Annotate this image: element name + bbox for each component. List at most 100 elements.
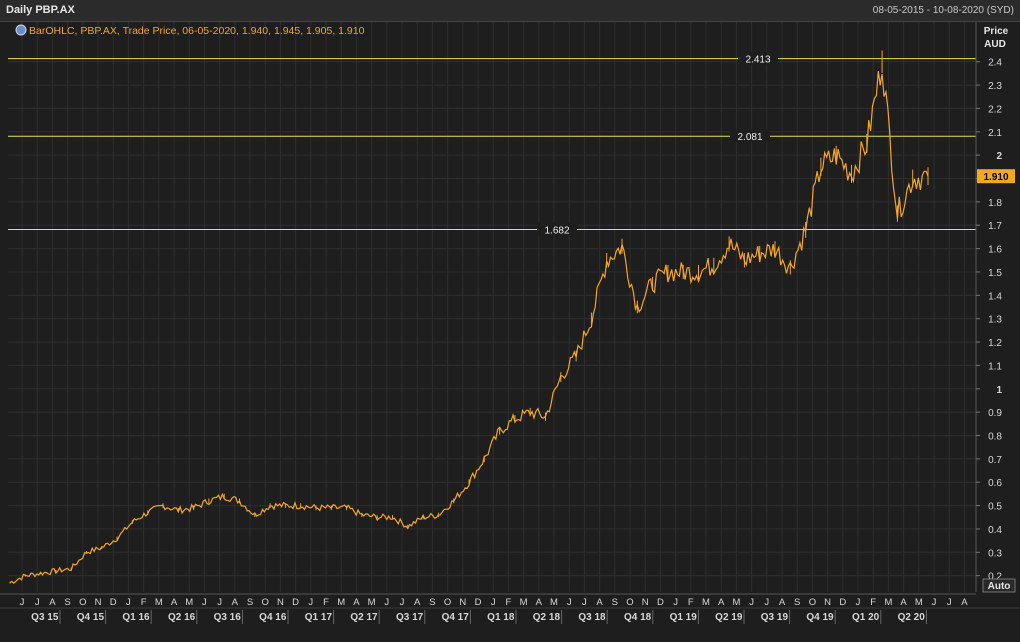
quarter-label: Q1 18	[487, 612, 515, 623]
y-tick-label: 1.8	[988, 198, 1002, 209]
quarter-label: Q2 16	[168, 612, 196, 623]
y-tick-label: 2.2	[988, 104, 1002, 115]
month-label: J	[947, 597, 952, 608]
quarter-label: Q1 19	[670, 612, 698, 623]
month-label: A	[596, 597, 603, 608]
quarter-label: Q4 15	[77, 612, 105, 623]
quarter-label: Q3 15	[31, 612, 59, 623]
month-label: D	[839, 597, 846, 608]
y-tick-label: 0.3	[988, 548, 1002, 559]
quarter-label: Q2 18	[533, 612, 561, 623]
y-tick-label: 0.2	[988, 572, 1002, 583]
y-tick-label: 1.1	[988, 361, 1002, 372]
month-label: J	[202, 597, 207, 608]
month-label: N	[95, 597, 102, 608]
quarter-label: Q3 18	[578, 612, 606, 623]
quarter-label: Q3 19	[761, 612, 789, 623]
month-label: N	[459, 597, 466, 608]
month-label: S	[64, 597, 70, 608]
y-axis-title: Price	[984, 26, 1009, 37]
horizontal-lines[interactable]: 2.413 2.081 1.682	[8, 51, 976, 237]
quarter-label: Q4 18	[624, 612, 652, 623]
y-tick-label: 0.5	[988, 502, 1002, 513]
quarter-label: Q4 19	[806, 612, 834, 623]
y-axis-unit: AUD	[984, 39, 1006, 50]
y-tick-label: 2	[996, 151, 1002, 162]
month-label: A	[536, 597, 543, 608]
y-tick-label: 1.4	[988, 291, 1002, 302]
y-tick-label: 1.2	[988, 338, 1002, 349]
month-label: M	[702, 597, 710, 608]
month-label: J	[582, 597, 587, 608]
quarter-label: Q1 16	[122, 612, 150, 623]
y-tick-label: 1.3	[988, 315, 1002, 326]
month-label: M	[732, 597, 740, 608]
reference-line-label: 1.682	[544, 225, 569, 236]
month-label: S	[429, 597, 435, 608]
month-label: O	[79, 597, 86, 608]
grid	[8, 22, 976, 592]
month-label: N	[642, 597, 649, 608]
month-label: F	[688, 597, 694, 608]
month-label: J	[673, 597, 678, 608]
y-axis-ticks: 0.2 0.3 0.4 0.5 0.6 0.7 0.8 0.9 1 1.1 1.2 1.3 1.4 1.5…	[976, 58, 1002, 583]
month-label: F	[505, 597, 511, 608]
month-label: S	[247, 597, 253, 608]
month-label: J	[308, 597, 313, 608]
y-tick-label: 2.1	[988, 128, 1002, 139]
reference-label-bg	[730, 129, 770, 143]
reference-line-label: 2.413	[745, 55, 770, 66]
chart-background	[0, 22, 1020, 642]
last-price-badge	[977, 169, 1015, 184]
reference-label-bg	[537, 222, 577, 236]
month-label: D	[110, 597, 117, 608]
month-label: D	[657, 597, 664, 608]
month-label: M	[550, 597, 558, 608]
month-label: J	[126, 597, 131, 608]
month-label: A	[718, 597, 725, 608]
quarter-label: Q3 16	[214, 612, 242, 623]
month-label: S	[794, 597, 800, 608]
month-label: J	[856, 597, 861, 608]
quarter-label: Q3 17	[396, 612, 424, 623]
y-axis-panel	[976, 22, 1020, 642]
month-label: M	[337, 597, 345, 608]
month-label: J	[491, 597, 496, 608]
month-label: M	[368, 597, 376, 608]
y-tick-label: 0.8	[988, 431, 1002, 442]
month-label: F	[870, 597, 876, 608]
month-label: M	[155, 597, 163, 608]
price-series	[9, 50, 929, 584]
month-label: N	[824, 597, 831, 608]
month-label: O	[809, 597, 816, 608]
month-label: A	[779, 597, 786, 608]
y-tick-label: 0.6	[988, 478, 1002, 489]
quarter-label: Q2 19	[715, 612, 743, 623]
last-price-label: 1.910	[983, 172, 1008, 183]
auto-scale-button[interactable]	[982, 578, 1016, 593]
month-label: A	[171, 597, 178, 608]
month-label: F	[323, 597, 329, 608]
month-label: J	[567, 597, 572, 608]
y-tick-label: 1	[996, 385, 1002, 396]
month-label: S	[612, 597, 618, 608]
month-label: A	[49, 597, 56, 608]
month-label: O	[262, 597, 269, 608]
chart-area[interactable]: 2.413 2.081 1.682 Price AUD 0.2 0.3 0.4 0.5 0.…	[0, 22, 1020, 642]
chart-settings-icon[interactable]	[15, 24, 27, 36]
month-label: J	[35, 597, 40, 608]
month-label: J	[932, 597, 937, 608]
quarter-label: Q1 20	[852, 612, 880, 623]
month-label: F	[141, 597, 147, 608]
chart-title: Daily PBP.AX	[6, 4, 75, 16]
month-label: A	[353, 597, 360, 608]
month-label: D	[475, 597, 482, 608]
month-label: J	[764, 597, 769, 608]
month-label: A	[414, 597, 421, 608]
legend[interactable]: BarOHLC, PBP.AX, Trade Price, 06-05-2020…	[15, 24, 365, 37]
y-tick-label: 2.4	[988, 58, 1002, 69]
quarter-label: Q4 17	[442, 612, 470, 623]
quarter-axis: Q3 15 Q4 15 Q1 16 Q2 16 Q3 16 Q4 16 Q1 17 Q2 17…	[31, 610, 927, 624]
